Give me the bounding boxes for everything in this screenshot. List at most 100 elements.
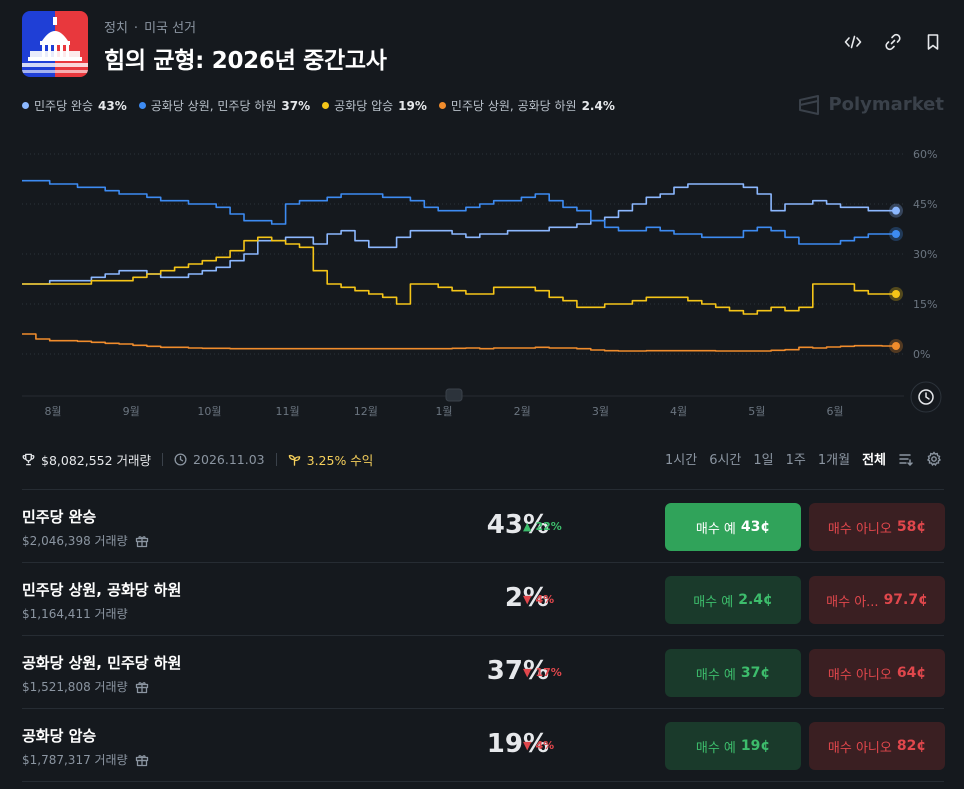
x-tick-label: 9월 [123,405,140,418]
range-1w[interactable]: 1주 [785,453,806,468]
outcome-volume: $2,046,398 거래량 [22,532,149,549]
y-tick-label: 30% [913,248,937,261]
filter-list-icon[interactable] [898,451,914,467]
outcome-volume-value: $2,046,398 거래량 [22,534,128,548]
outcome-row[interactable]: 공화당 상원, 민주당 하원 $1,521,808 거래량 37% ▼ 17% 매… [22,636,945,709]
range-6h[interactable]: 6시간 [709,453,742,468]
chart-svg: 0% 15% 30% 45% 60% 8월 9월 10월 11월 12월 1월 2월 3월 4월 5월 6월 [22,148,942,418]
range-all[interactable]: 전체 [862,453,886,468]
legend-dot [22,102,29,109]
breadcrumb-item-us-election[interactable]: 미국 선거 [144,21,197,36]
embed-code-icon[interactable] [844,33,862,51]
link-icon[interactable] [884,33,902,51]
yield-stat[interactable]: 3.25% 수익 [288,450,373,469]
buy-no-button[interactable]: 매수 아니오 64¢ [809,649,945,697]
outcome-name: 공화당 상원, 민주당 하원 [22,654,182,672]
outcome-change: ▼ 4% [523,739,554,752]
header-actions [844,33,942,51]
outcome-name: 민주당 상원, 공화당 하원 [22,581,182,599]
buy-yes-label: 매수 예 [695,521,736,537]
buy-no-button[interactable]: 매수 아... 97.7¢ [809,576,945,624]
outcome-change-value: 4% [535,739,555,752]
breadcrumb-item-politics[interactable]: 정치 [104,21,128,36]
price-chart[interactable]: 0% 15% 30% 45% 60% 8월 9월 10월 11월 12월 1월 2월 3월 4월 5월 6월 [0,130,964,425]
outcome-change-value: 22% [535,520,562,533]
outcome-volume-value: $1,787,317 거래량 [22,753,128,767]
buy-no-button[interactable]: 매수 아니오 58¢ [809,503,945,551]
legend-dot [322,102,330,109]
x-tick-label: 11월 [276,405,300,418]
outcome-change-value: 4% [535,593,555,606]
gift-icon[interactable] [135,753,149,767]
legend-label: 민주당 완승 [34,99,94,113]
outcome-name: 민주당 완승 [22,508,97,526]
legend-pct: 19% [398,98,427,113]
outcome-row[interactable]: 공화당 압승 $1,787,317 거래량 19% ▼ 4% 매수 예 19¢ 매수… [22,709,945,782]
x-tick-label: 10월 [197,405,221,418]
x-tick-label: 2월 [514,405,531,418]
triangle-down-icon: ▼ [523,593,532,606]
series-end-dot [892,342,900,350]
stat-divider [162,453,164,466]
breadcrumb-separator: · [133,21,139,36]
x-tick-label: 3월 [592,405,609,418]
clock-icon [174,453,187,466]
x-tick-label: 8월 [44,405,61,418]
outcome-volume: $1,164,411 거래량 [22,605,128,622]
outcome-probability: 2% [504,583,549,613]
y-tick-label: 60% [913,148,937,161]
outcome-change: ▼ 17% [523,666,562,679]
triangle-up-icon: ▲ [523,520,532,533]
buy-yes-label: 매수 예 [695,667,736,683]
series-line [22,183,896,285]
legend-label: 민주당 상원, 공화당 하원 [450,99,577,113]
bookmark-icon[interactable] [924,33,942,51]
outcome-volume-value: $1,521,808 거래량 [22,680,128,694]
stat-divider [275,453,277,466]
x-tick-label: 1월 [435,405,452,418]
end-date: 2026.11.03 [193,452,265,467]
legend-item: 공화당 상원, 민주당 하원 37% [138,97,310,114]
buy-yes-button[interactable]: 매수 예 19¢ [665,722,801,770]
buy-no-button[interactable]: 매수 아니오 82¢ [809,722,945,770]
polymarket-logo-icon [799,94,820,115]
outcome-volume-value: $1,164,411 거래량 [22,607,128,621]
range-1d[interactable]: 1일 [753,453,774,468]
y-tick-label: 0% [913,348,930,361]
market-header: 정치 · 미국 선거 힘의 균형: 2026년 중간고사 [22,11,942,77]
series-end-dot [892,206,900,215]
end-date-stat: 2026.11.03 [174,452,265,467]
outcome-probability: 19% [486,729,549,759]
chart-scroll-handle [445,388,463,402]
settings-gear-icon[interactable] [926,450,942,467]
range-1h[interactable]: 1시간 [665,453,698,468]
outcome-name: 공화당 압승 [22,727,97,745]
buy-yes-button[interactable]: 매수 예 43¢ [665,503,801,551]
legend-dot [438,102,446,109]
y-tick-label: 45% [913,198,937,211]
market-stats: $8,082,552 거래량 2026.11.03 3.25% 수익 [22,450,373,469]
sprout-icon [288,454,300,466]
legend-dot [138,102,146,109]
legend-pct: 43% [98,98,127,113]
gift-icon[interactable] [135,680,149,694]
buy-yes-button[interactable]: 매수 예 2.4¢ [665,576,801,624]
buy-yes-price: 43¢ [740,519,771,535]
buy-yes-button[interactable]: 매수 예 37¢ [665,649,801,697]
outcome-row[interactable]: 민주당 완승 $2,046,398 거래량 43% ▲ 22% 매수 예 43¢ 매… [22,490,945,563]
outcome-probability: 43% [486,510,549,540]
series-end-dot [892,230,900,238]
history-clock-button[interactable] [910,381,942,413]
legend-pct: 2.4% [581,98,615,113]
capitol-logo [22,11,88,77]
breadcrumb: 정치 · 미국 선거 [104,17,196,36]
time-range-selector: 1시간 6시간 1일 1주 1개월 전체 [665,449,942,468]
polymarket-watermark: Polymarket [798,94,944,115]
buy-no-label: 매수 아니오 [827,740,892,756]
gift-icon[interactable] [135,534,149,548]
y-tick-label: 15% [913,298,937,311]
clock-icon [918,389,934,405]
range-1m[interactable]: 1개월 [817,453,851,468]
outcome-row[interactable]: 민주당 상원, 공화당 하원 $1,164,411 거래량 2% ▼ 4% 매수 … [22,563,945,636]
buy-yes-price: 19¢ [740,738,771,754]
